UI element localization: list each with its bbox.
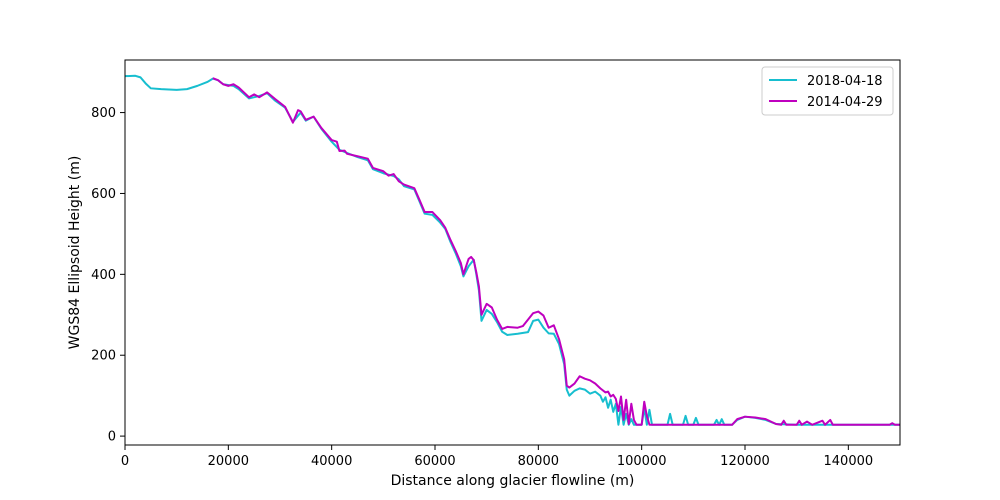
y-tick-label: 400: [91, 268, 116, 283]
legend: 2018-04-18 2014-04-29: [761, 66, 894, 116]
x-axis: 0 20000 40000 60000 80000 100000 120000 140000: [121, 445, 873, 469]
y-tick-label: 800: [91, 106, 116, 121]
y-tick-label: 200: [91, 349, 116, 364]
series-layer: [125, 74, 900, 426]
y-axis: 0 200 400 600 800: [91, 106, 125, 445]
y-tick-label: 600: [91, 187, 116, 202]
axes-frame: [124, 59, 901, 446]
y-axis-label: WGS84 Ellipsoid Height (m): [67, 156, 83, 350]
legend-label: 2014-04-29: [807, 95, 883, 110]
x-tick-label: 100000: [617, 454, 667, 469]
x-tick-label: 60000: [414, 454, 455, 469]
y-tick-label: 0: [108, 430, 116, 445]
x-tick-label: 140000: [824, 454, 874, 469]
x-tick-label: 120000: [720, 454, 770, 469]
x-tick-label: 0: [121, 454, 129, 469]
series-line-2014-04-29: [212, 77, 900, 426]
x-tick-label: 40000: [311, 454, 352, 469]
x-axis-label: Distance along glacier flowline (m): [391, 473, 635, 489]
x-tick-label: 80000: [518, 454, 559, 469]
legend-label: 2018-04-18: [807, 74, 883, 89]
x-tick-label: 20000: [208, 454, 249, 469]
